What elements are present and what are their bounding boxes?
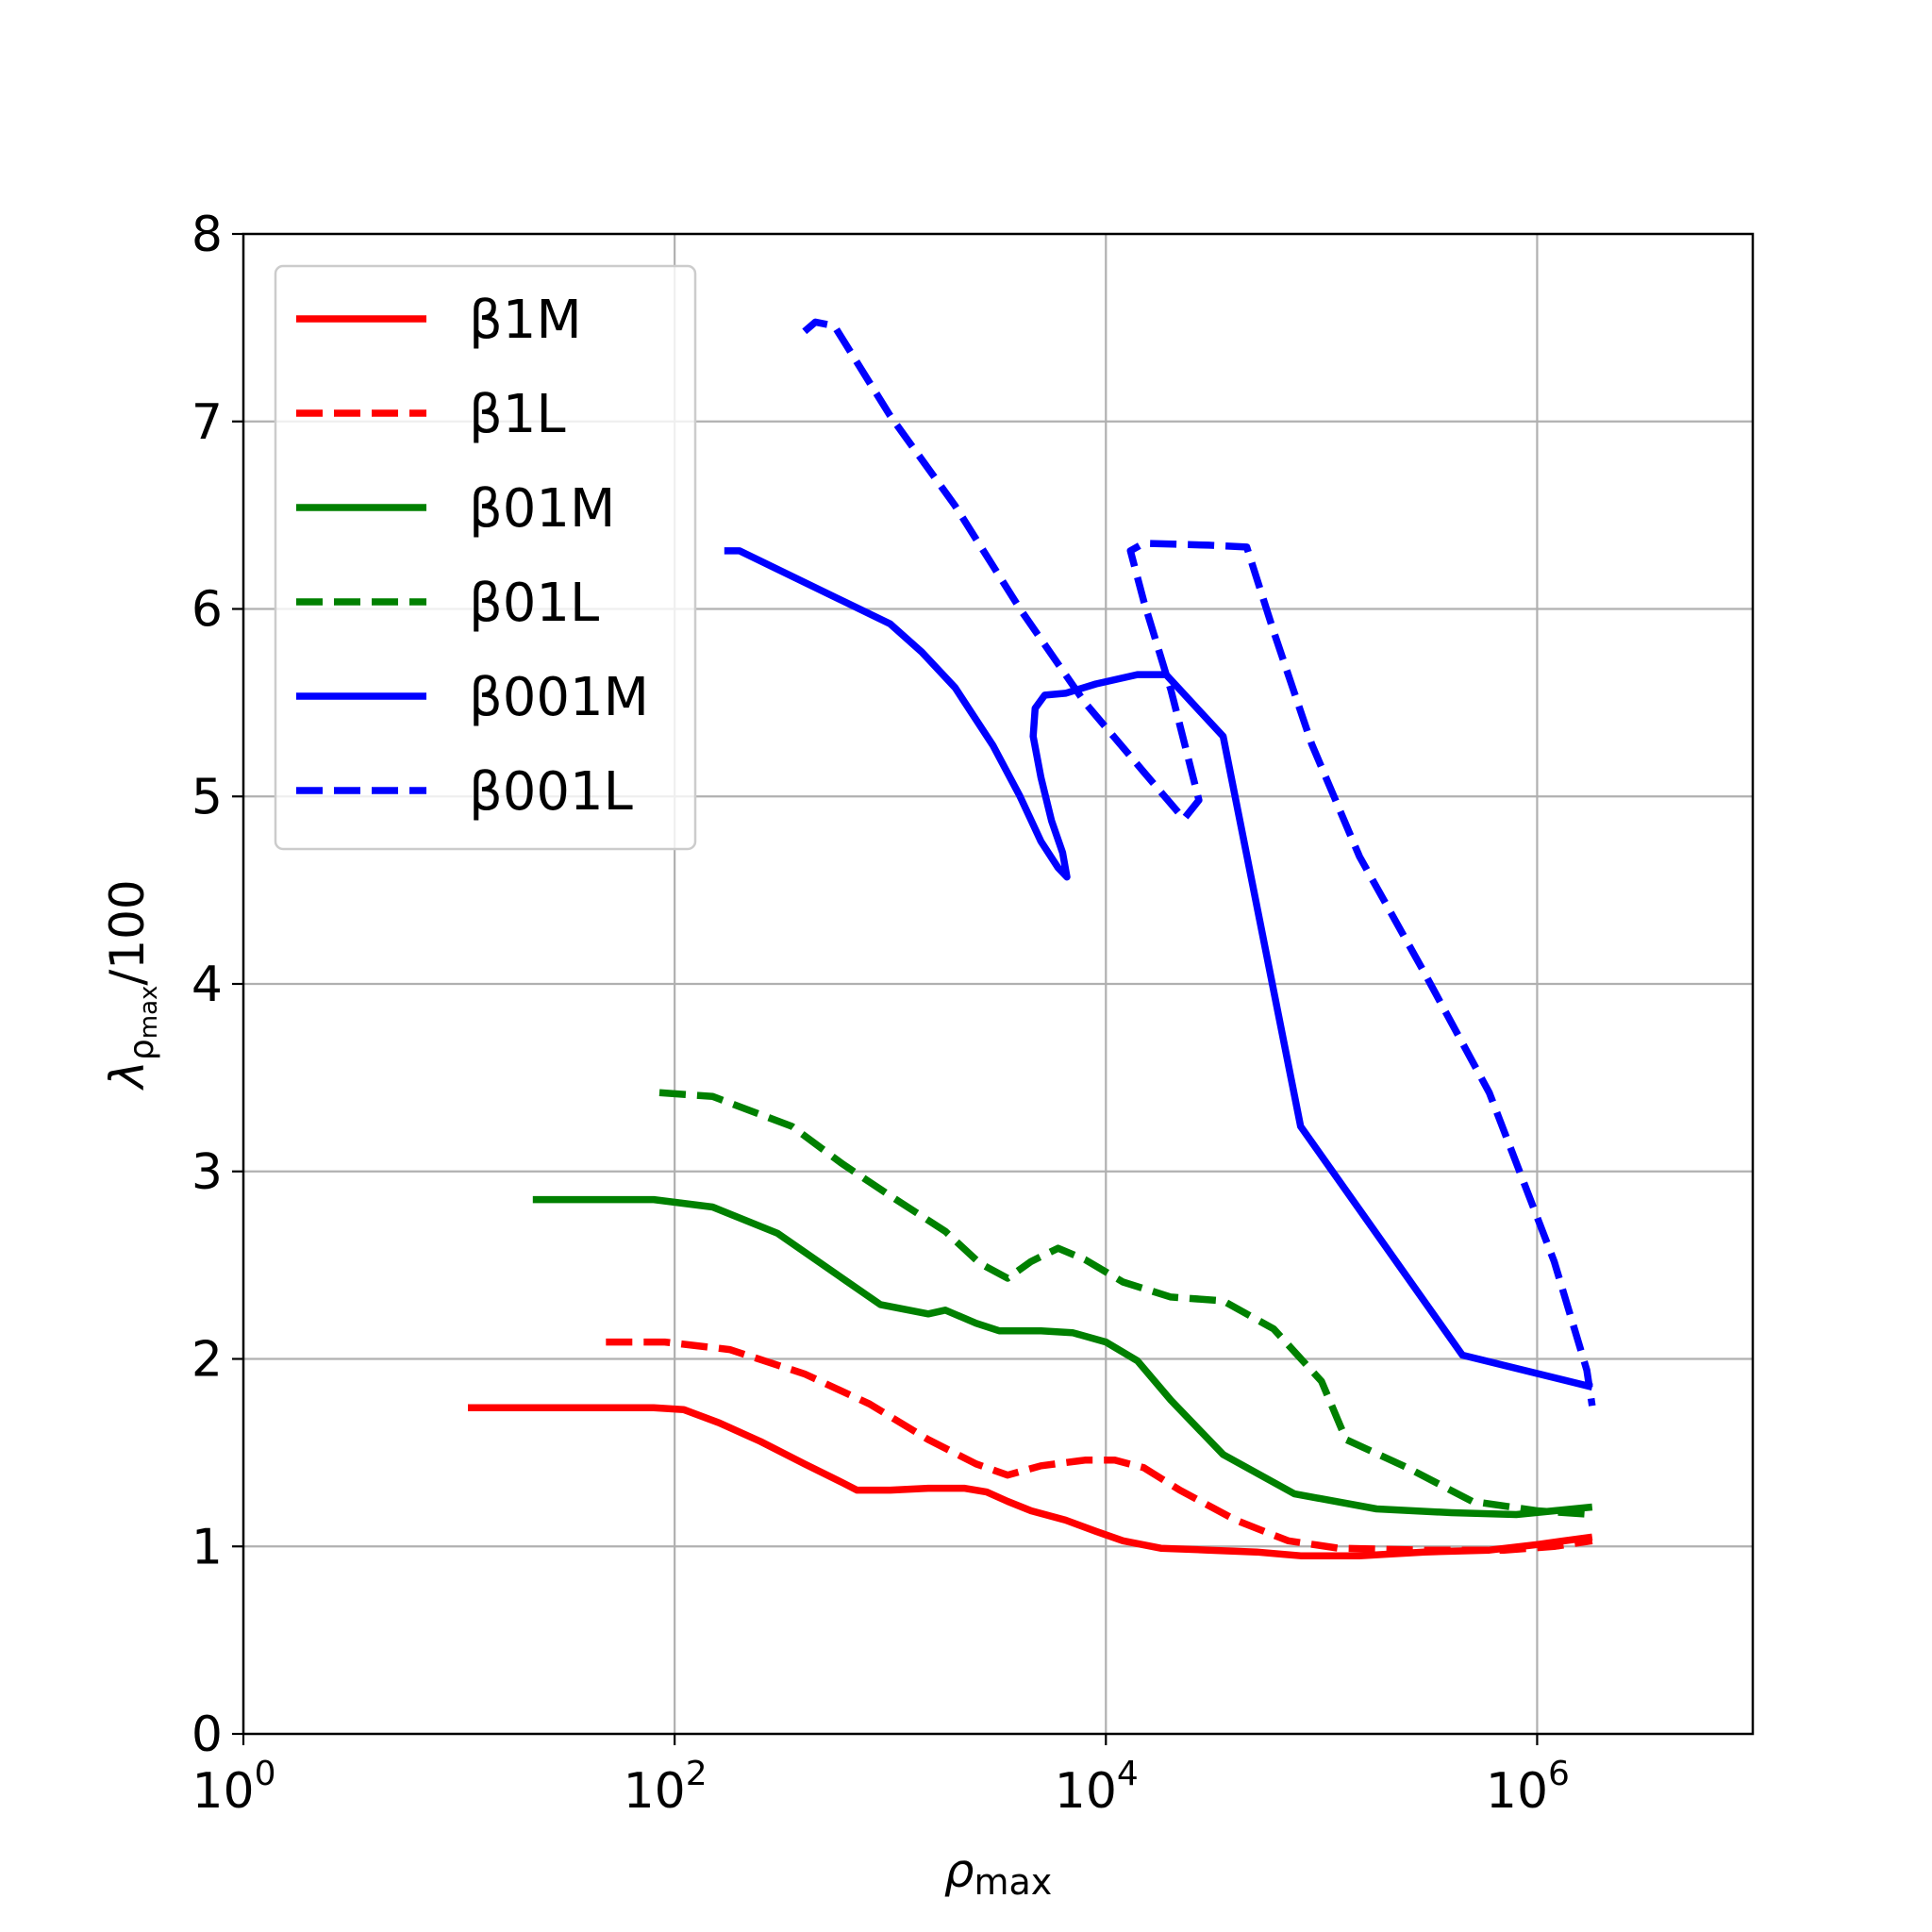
x-tick-label-exponent: 2 [686,1755,708,1793]
y-tick-label: 1 [192,1519,223,1575]
legend-label: β1M [469,290,582,351]
y-tick-label: 3 [192,1144,223,1201]
legend-label: β01L [469,573,599,634]
y-axis-label-suffix: /100 [100,879,155,985]
series-line [532,1195,1593,1519]
x-tick-label-base: 10 [1055,1763,1117,1820]
y-tick-label: 4 [192,957,223,1013]
x-axis-label-base: ρ [944,1843,974,1898]
y-axis-label-subsub: max [135,986,163,1040]
x-tick-label-base: 10 [192,1763,254,1820]
legend-label: β001M [469,667,649,728]
x-tick-label-base: 10 [1486,1763,1548,1820]
y-axis-label-sub: ρ [123,1039,161,1060]
series-line [606,1338,1593,1554]
x-tick-label-exponent: 4 [1117,1755,1139,1793]
legend-label: β1L [469,384,566,445]
x-tick-label-exponent: 0 [255,1755,276,1793]
series-line [724,547,1593,1391]
legend-label: β01M [469,478,615,540]
y-tick-label: 0 [192,1707,223,1763]
x-tick-label: 104 [1055,1755,1139,1820]
y-axis-label-base: λ [100,1060,155,1091]
x-tick-label-base: 10 [624,1763,686,1820]
series-line [468,1404,1593,1559]
legend-label: β001L [469,761,633,823]
y-tick-label: 6 [192,582,223,639]
series-line [658,1089,1593,1519]
legend: β1M β1L β01M β01L β001M β001L [274,264,697,851]
series-line [802,318,1596,1407]
x-tick-label: 106 [1486,1755,1570,1820]
y-tick-label: 8 [192,207,223,263]
x-axis-label-sub: max [974,1861,1052,1903]
x-tick-label: 100 [192,1755,275,1820]
y-tick-label: 2 [192,1332,223,1389]
series-lines [468,318,1596,1559]
x-tick-label-exponent: 6 [1548,1755,1570,1793]
y-tick-label: 5 [192,769,223,825]
x-tick-label: 102 [624,1755,708,1820]
y-axis-label: λρmax/100 [100,879,163,1091]
x-axis-label: ρmax [944,1843,1053,1903]
y-tick-label: 7 [192,394,223,451]
